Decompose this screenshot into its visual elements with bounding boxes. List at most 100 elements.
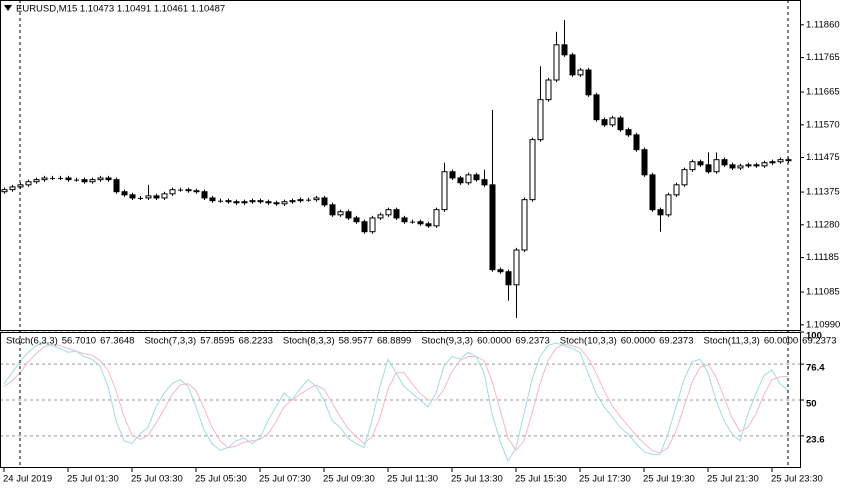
y-tick-label: 76.4 — [806, 363, 825, 374]
candle-body — [218, 200, 223, 202]
candle-body — [58, 177, 63, 179]
candle-body — [433, 209, 440, 227]
candle-body — [585, 69, 592, 96]
candle-body — [705, 164, 712, 173]
candle-body — [209, 197, 216, 202]
x-tick-label: 25 Jul 09:30 — [323, 474, 375, 485]
candle-body — [249, 200, 256, 203]
legend-signal: 69.2373 — [515, 336, 549, 347]
candle-body — [138, 197, 143, 199]
candle-body — [337, 211, 344, 216]
candle-body — [769, 161, 776, 164]
candle-body — [537, 99, 544, 141]
candle-body — [609, 117, 616, 126]
candle-body — [761, 162, 768, 167]
candle-body — [265, 201, 272, 204]
candle-body — [9, 186, 16, 191]
candle-body — [193, 190, 200, 193]
candle-body — [185, 189, 192, 192]
candle-body — [225, 200, 232, 203]
legend-signal: 69.2373 — [659, 336, 693, 347]
candle-body — [410, 221, 415, 223]
x-tick-label: 25 Jul 19:30 — [643, 474, 695, 485]
x-tick-label: 25 Jul 17:30 — [579, 474, 631, 485]
candle-body — [425, 223, 432, 227]
marks — [0, 20, 800, 463]
candle-body — [273, 202, 280, 205]
candle-body — [361, 221, 368, 233]
y-tick-label: 1.11085 — [806, 287, 840, 298]
candle-body — [497, 269, 504, 273]
candle-body — [473, 174, 480, 181]
candle-body — [625, 129, 632, 136]
candle-body — [178, 189, 183, 191]
y-tick-label: 100 — [806, 331, 822, 342]
candle-body — [633, 134, 640, 151]
candle-body — [297, 199, 304, 202]
candle-body — [521, 199, 528, 251]
x-tick-label: 25 Jul 11:30 — [387, 474, 438, 485]
candle-body — [33, 179, 40, 183]
candle-body — [241, 201, 248, 204]
candle-body — [289, 200, 296, 203]
candle-body — [401, 217, 408, 223]
stoch-main-line — [3, 342, 789, 463]
candle-body — [513, 249, 520, 286]
legend-name: Stoch(7,3,3) — [144, 336, 196, 347]
candle-body — [441, 171, 448, 211]
y-tick-label: 1.11765 — [806, 52, 840, 63]
legend-main: 60.0000 — [621, 336, 655, 347]
candle-body — [393, 209, 400, 219]
legend-name: Stoch(8,3,3) — [283, 336, 335, 347]
candle-body — [369, 217, 376, 233]
candle-body — [377, 214, 384, 219]
main-panel-border — [0, 0, 801, 331]
candle-body — [745, 164, 752, 167]
candle-body — [306, 199, 311, 201]
candle-body — [569, 54, 576, 76]
y-tick-label: 23.6 — [806, 434, 825, 445]
candle-body — [169, 189, 176, 195]
candle-body — [321, 197, 328, 206]
legend-name: Stoch(10,3,3) — [560, 336, 617, 347]
y-tick-label: 1.11475 — [806, 152, 840, 163]
candle-body — [545, 79, 552, 101]
candle-body — [481, 179, 488, 186]
candle-body — [649, 174, 656, 211]
candle-body — [713, 159, 720, 173]
candle-body — [50, 177, 55, 179]
candle-body — [417, 221, 424, 225]
candle-body — [89, 179, 96, 183]
candle-body — [129, 194, 136, 199]
candle-body — [161, 193, 168, 199]
candle-body — [449, 171, 456, 179]
candle-body — [641, 149, 648, 176]
candle-body — [113, 179, 120, 193]
chart-title: EURUSD,M15 1.10473 1.10491 1.10461 1.104… — [16, 4, 225, 15]
candle-body — [153, 195, 160, 199]
x-tick-label: 25 Jul 03:30 — [131, 474, 183, 485]
x-tick-label: 25 Jul 01:30 — [67, 474, 119, 485]
legend-signal: 68.2233 — [239, 336, 273, 347]
candle-body — [105, 177, 112, 181]
x-tick-label: 25 Jul 23:30 — [771, 474, 823, 485]
x-tick-label: 25 Jul 07:30 — [259, 474, 311, 485]
x-tick-label: 25 Jul 21:30 — [707, 474, 759, 485]
candle-body — [753, 164, 760, 167]
candle-body — [65, 177, 72, 181]
candle-body — [97, 177, 104, 181]
symbol-icon — [4, 5, 12, 11]
candle-body — [465, 174, 472, 184]
y-tick-label: 1.11185 — [806, 252, 839, 263]
legend-main: 56.7010 — [62, 336, 96, 347]
candle-body — [665, 194, 672, 216]
candle-body — [721, 159, 728, 166]
candle-body — [121, 191, 128, 196]
candle-body — [145, 195, 152, 199]
y-tick-label: 1.11570 — [806, 119, 840, 130]
candle-body — [697, 161, 704, 166]
candle-body — [505, 271, 512, 286]
candle-body — [41, 177, 48, 181]
